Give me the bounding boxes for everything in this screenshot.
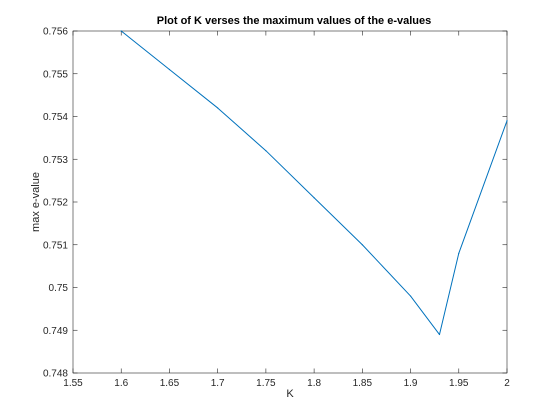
x-tick-label: 1.75 [256,378,276,389]
series-line [120,30,508,336]
x-tick-label: 1.8 [307,378,321,389]
data-point [506,120,508,122]
chart-title: Plot of K verses the maximum values of t… [157,15,431,27]
data-point [217,107,219,109]
axes-box [72,30,508,374]
y-tick-label: 0.75 [49,283,69,294]
x-tick-label: 1.95 [449,378,469,389]
data-point [313,197,315,199]
x-tick-label: 1.9 [404,378,418,389]
y-tick-label: 0.752 [43,198,68,209]
y-axis-label: max e-value [30,172,42,232]
y-tick-label: 0.749 [43,326,68,337]
y-axis-ticks: 0.748 0.749 0.75 0.751 0.752 0.753 0.754 0.755 0… [43,27,507,380]
data-point [361,244,363,246]
data-point [120,30,122,32]
data-point [409,295,412,297]
x-axis-ticks: 1.55 1.6 1.65 1.7 1.75 1.8 1.85 1.9 1.95 2 [63,31,510,389]
series-layer [120,30,508,336]
data-point [438,333,441,336]
y-tick-label: 0.753 [43,155,68,166]
y-tick-label: 0.754 [43,112,68,123]
data-point [458,252,460,254]
x-tick-label: 2 [504,378,510,389]
y-tick-label: 0.755 [43,69,68,80]
x-axis-label: K [286,388,294,400]
x-tick-label: 1.65 [160,378,180,389]
x-tick-label: 1.7 [211,378,225,389]
x-tick-label: 1.55 [63,378,83,389]
y-tick-label: 0.748 [43,369,68,380]
y-tick-label: 0.756 [43,27,68,38]
data-point [168,68,171,71]
data-point [265,150,267,152]
y-tick-label: 0.751 [43,240,68,251]
x-tick-label: 1.6 [114,378,128,389]
x-tick-label: 1.85 [353,378,373,389]
